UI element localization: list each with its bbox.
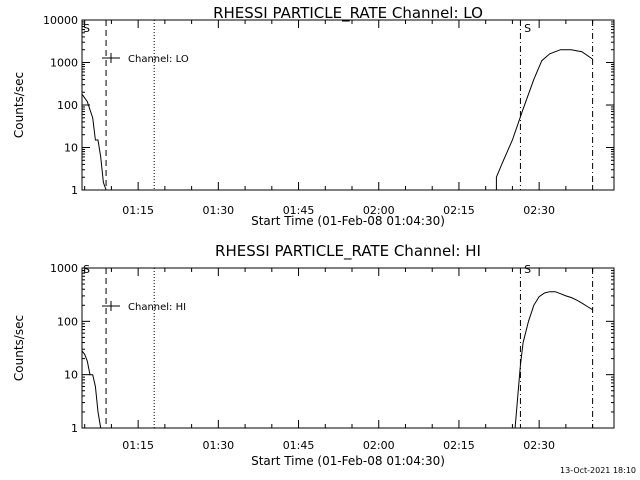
chart-0-series-line bbox=[81, 93, 107, 191]
chart-0-x-tick-label: 01:15 bbox=[122, 204, 154, 217]
timestamp: 13-Oct-2021 18:10 bbox=[560, 466, 636, 475]
chart-1-y-tick-label: 1000 bbox=[50, 262, 78, 275]
chart-1-y-tick-label: 1 bbox=[71, 422, 78, 435]
hi-channel-panel: RHESSI PARTICLE_RATE Channel: HI 1 10 100 10… bbox=[12, 242, 615, 468]
chart-1-title: RHESSI PARTICLE_RATE Channel: HI bbox=[215, 242, 481, 261]
chart-1-x-tick-label: 01:15 bbox=[122, 439, 154, 452]
chart-1-x-axis-label: Start Time (01-Feb-08 01:04:30) bbox=[251, 454, 445, 468]
chart-0-x-tick-label: 02:30 bbox=[523, 204, 555, 217]
chart-1-legend-label: Channel: HI bbox=[128, 302, 186, 313]
chart-1-y-axis-label: Counts/sec bbox=[12, 315, 26, 381]
chart-1-y-tick-label: 100 bbox=[57, 315, 78, 328]
chart-1-x-tick-label: 01:30 bbox=[202, 439, 234, 452]
chart-0-title: RHESSI PARTICLE_RATE Channel: LO bbox=[213, 4, 483, 23]
chart-0-x-tick-label: 01:30 bbox=[202, 204, 234, 217]
chart-1-x-tick-label: 02:00 bbox=[363, 439, 395, 452]
chart-1-x-tick-label: 01:45 bbox=[283, 439, 315, 452]
chart-1-series-line bbox=[81, 350, 102, 429]
chart-0-x-axis-label: Start Time (01-Feb-08 01:04:30) bbox=[251, 214, 445, 228]
chart-0-x-tick-label: 01:45 bbox=[283, 204, 315, 217]
chart-1-flag-marker: S bbox=[83, 263, 90, 276]
chart-0-y-tick-label: 1000 bbox=[50, 57, 78, 70]
chart-1-x-tick-label: 02:30 bbox=[523, 439, 555, 452]
chart-0-y-tick-label: 1 bbox=[71, 184, 78, 197]
chart-0-y-tick-label: 100 bbox=[57, 99, 78, 112]
chart-0-y-tick-label: 10000 bbox=[43, 14, 78, 27]
chart-0-x-tick-label: 02:00 bbox=[363, 204, 395, 217]
chart-0-series-line bbox=[491, 49, 593, 191]
chart-0-legend-label: Channel: LO bbox=[128, 54, 189, 65]
chart-1-x-tick-label: 02:15 bbox=[443, 439, 475, 452]
chart-0-flag-marker: S bbox=[83, 22, 90, 35]
chart-1-plot-frame bbox=[81, 267, 615, 429]
chart-0-y-axis-label: Counts/sec bbox=[12, 72, 26, 138]
lo-channel-panel: RHESSI PARTICLE_RATE Channel: LO 1 10 100 10… bbox=[12, 4, 615, 228]
chart-1-flag-marker: S bbox=[524, 263, 531, 276]
chart-0-flag-marker: S bbox=[524, 22, 531, 35]
chart-1-y-tick-label: 10 bbox=[64, 369, 78, 382]
chart-0-plot-frame bbox=[81, 19, 615, 191]
chart-0-x-tick-label: 02:15 bbox=[443, 204, 475, 217]
chart-1-series-line bbox=[514, 291, 593, 429]
chart-0-y-tick-label: 10 bbox=[64, 142, 78, 155]
